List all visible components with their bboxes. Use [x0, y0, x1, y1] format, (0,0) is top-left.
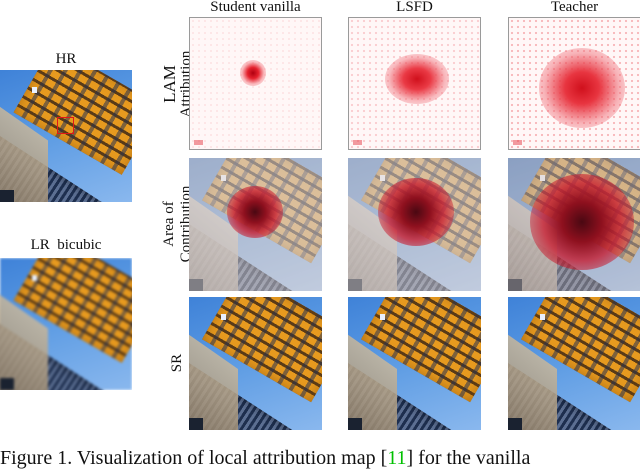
lam-attribution-lsfd [348, 17, 481, 150]
lr-bicubic-image [0, 258, 132, 390]
hr-image [0, 70, 132, 202]
area-of-contribution-teacher [508, 158, 640, 291]
caption-text: Figure 1. Visualization of local attribu… [0, 447, 388, 469]
contribution-heat-blob [227, 186, 283, 238]
region-of-interest-box [57, 117, 74, 134]
row-label-sr: SR [169, 297, 189, 429]
sr-student-vanilla [189, 297, 322, 430]
column-header-student-vanilla: Student vanilla [210, 0, 301, 15]
row-label-line1: SR [169, 353, 185, 373]
building-photo [0, 258, 132, 390]
row-label-line1: Area of [161, 201, 177, 247]
column-header-teacher: Teacher [550, 0, 599, 15]
citation-link[interactable]: 11 [387, 447, 407, 469]
area-of-contribution-student-vanilla [189, 158, 322, 291]
hr-label: HR [55, 51, 77, 67]
contribution-heat-blob [530, 174, 634, 270]
area-of-contribution-lsfd [348, 158, 481, 291]
lr-bicubic-label: LR bicubic [30, 237, 102, 253]
building-photo [0, 70, 132, 202]
caption-text: ] for the vanilla [406, 447, 531, 469]
contribution-heat-blob [378, 178, 454, 246]
lam-attribution-teacher [508, 17, 640, 150]
sr-lsfd [348, 297, 481, 430]
lam-attribution-student-vanilla [189, 17, 322, 150]
sr-teacher [508, 297, 640, 430]
column-header-lsfd: LSFD [396, 0, 433, 15]
row-label-line1: LAM [160, 65, 179, 103]
